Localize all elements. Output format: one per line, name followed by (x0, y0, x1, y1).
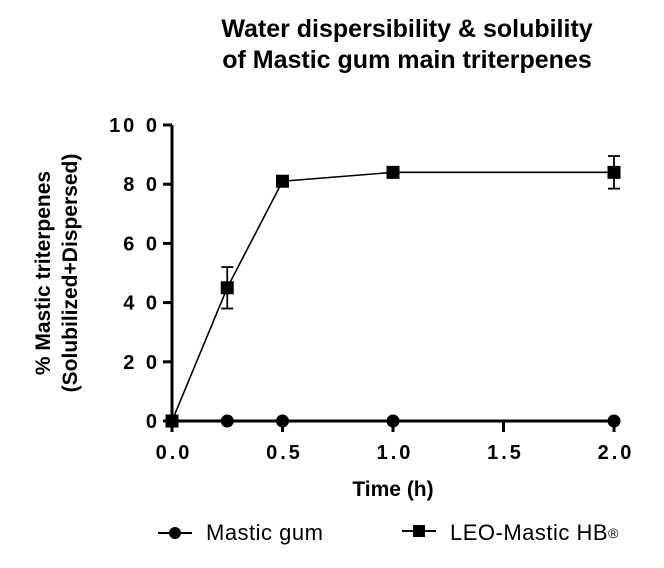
x-tick-label: 1.0 (377, 442, 414, 464)
legend-item-leo-mastic-hb: LEO-Mastic HB ® (402, 516, 619, 550)
legend-label: LEO-Mastic HB (450, 520, 609, 545)
x-tick-label: 0.5 (266, 442, 303, 464)
chart-title-line-1: Water dispersibility & solubility (221, 15, 593, 43)
y-tick-label: 10 0 (109, 115, 160, 137)
legend-label: Mastic gum (206, 520, 324, 545)
circle-marker (276, 414, 289, 428)
y-tick-label: 4 0 (123, 293, 160, 315)
series-layer (165, 155, 621, 428)
series-leo-mastic-hb (165, 155, 621, 428)
y-axis-title-line-2: (Solubilized+Dispersed) (59, 154, 82, 393)
square-marker (276, 174, 289, 188)
square-marker-icon (402, 525, 436, 537)
axes: 0 2 0 4 0 6 0 8 0 10 0 0.0 0.5 1.0 1.5 2.0 (109, 115, 635, 464)
circle-marker (386, 414, 400, 428)
chart-title-line-2: of Mastic gum main triterpenes (222, 46, 592, 74)
y-tick-label: 0 (146, 411, 160, 433)
x-tick-label: 2.0 (598, 442, 635, 464)
circle-marker (220, 414, 234, 428)
x-tick-label: 1.5 (487, 442, 524, 464)
y-tick-label: 2 0 (123, 352, 160, 374)
series-mastic-gum (165, 414, 621, 428)
y-tick-label: 8 0 (123, 174, 160, 196)
x-tick-label: 0.0 (156, 442, 193, 464)
registered-mark: ® (608, 525, 619, 541)
y-axis-title: % Mastic triterpenes (Solubilized+Disper… (32, 154, 82, 393)
y-axis-title-line-1: % Mastic triterpenes (32, 171, 55, 375)
x-axis-title: Time (h) (352, 478, 433, 501)
square-marker (220, 281, 234, 295)
y-tick-label: 6 0 (123, 233, 160, 255)
square-marker (386, 165, 400, 179)
legend-item-mastic-gum: Mastic gum (158, 516, 323, 550)
square-marker (607, 165, 621, 179)
legend: Mastic gum LEO-Mastic HB ® (150, 516, 664, 550)
circle-marker (607, 414, 621, 428)
chart-title: Water dispersibility & solubility of Mas… (150, 14, 664, 76)
square-marker (165, 414, 179, 428)
circle-marker-icon (158, 527, 192, 539)
